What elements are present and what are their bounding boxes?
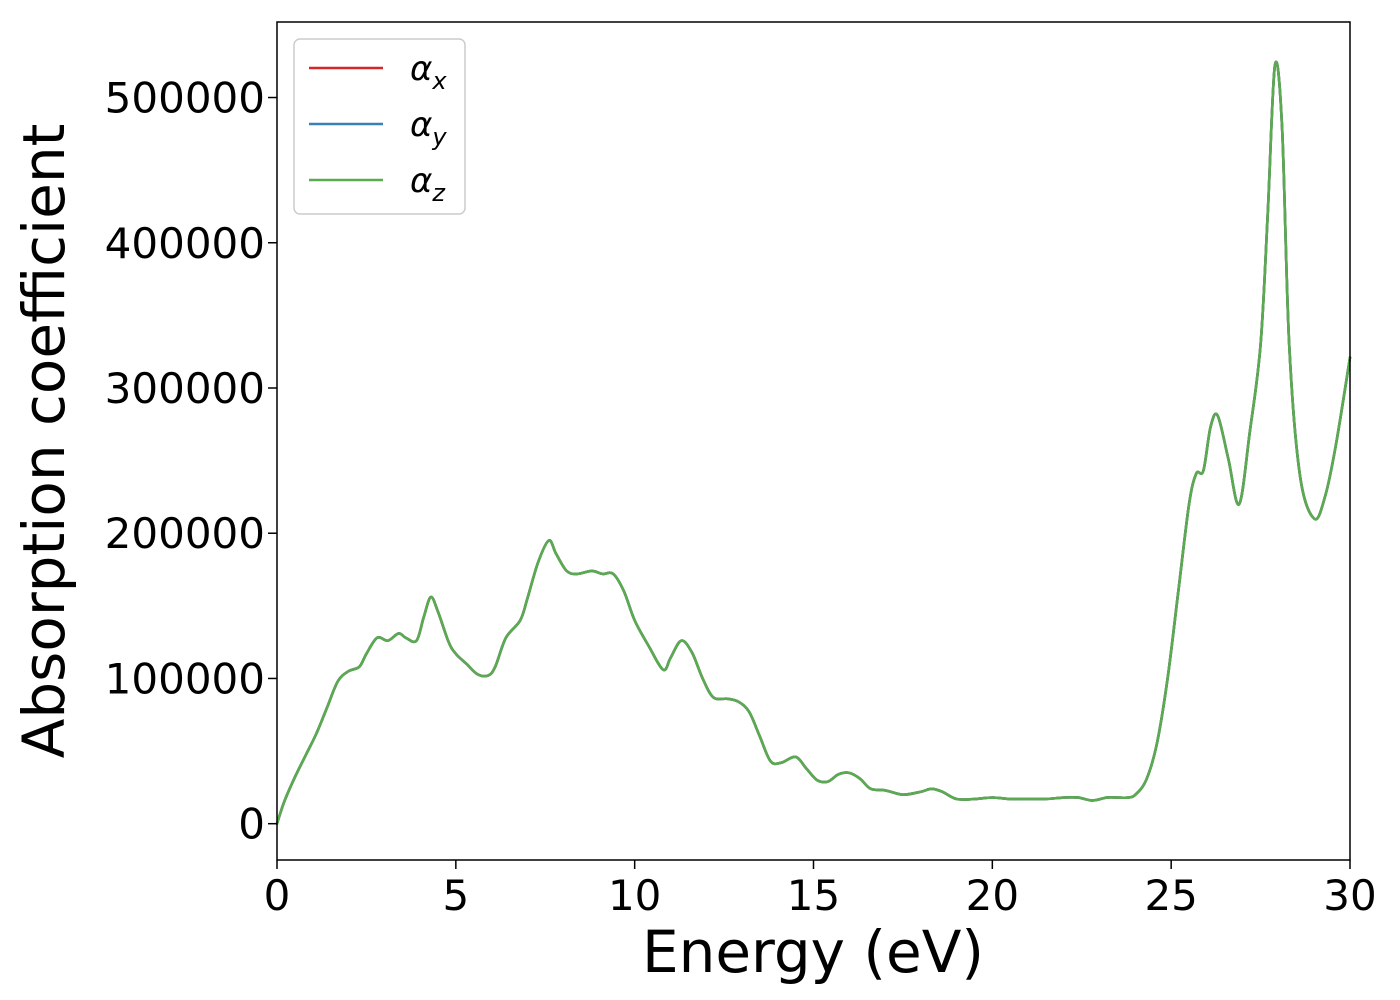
legend-item-alpha-z: αz [309,161,446,207]
y-tick-label: 200000 [105,509,265,558]
y-tick-label: 400000 [105,219,265,268]
y-tick-label: 0 [238,800,265,849]
series-alpha-z-line [275,60,1352,825]
legend-label: αx [410,49,447,95]
x-tick-label: 10 [608,871,661,920]
legend-box [293,38,466,215]
legend: αx αy αz [293,38,466,215]
legend-label: αz [410,161,446,207]
legend-label: αy [410,105,447,151]
x-tick-label: 20 [966,871,1019,920]
plot-area [275,60,1352,825]
y-axis-title: Absorption coefficient [10,124,78,759]
x-tick-label: 25 [1144,871,1197,920]
x-tick-label: 5 [442,871,469,920]
x-tick-label: 15 [787,871,840,920]
legend-item-alpha-y: αy [309,105,447,151]
y-tick-label: 100000 [105,654,265,703]
y-tick-label: 300000 [105,364,265,413]
y-axis-ticks: 0 100000 200000 300000 400000 500000 [105,74,277,849]
x-tick-label: 0 [264,871,291,920]
y-tick-label: 500000 [105,74,265,123]
legend-item-alpha-x: αx [309,49,447,95]
x-tick-label: 30 [1323,871,1376,920]
series-group [275,60,1352,825]
x-axis-ticks: 0 5 10 15 20 25 30 [264,860,1377,920]
x-axis-title: Energy (eV) [642,918,984,986]
